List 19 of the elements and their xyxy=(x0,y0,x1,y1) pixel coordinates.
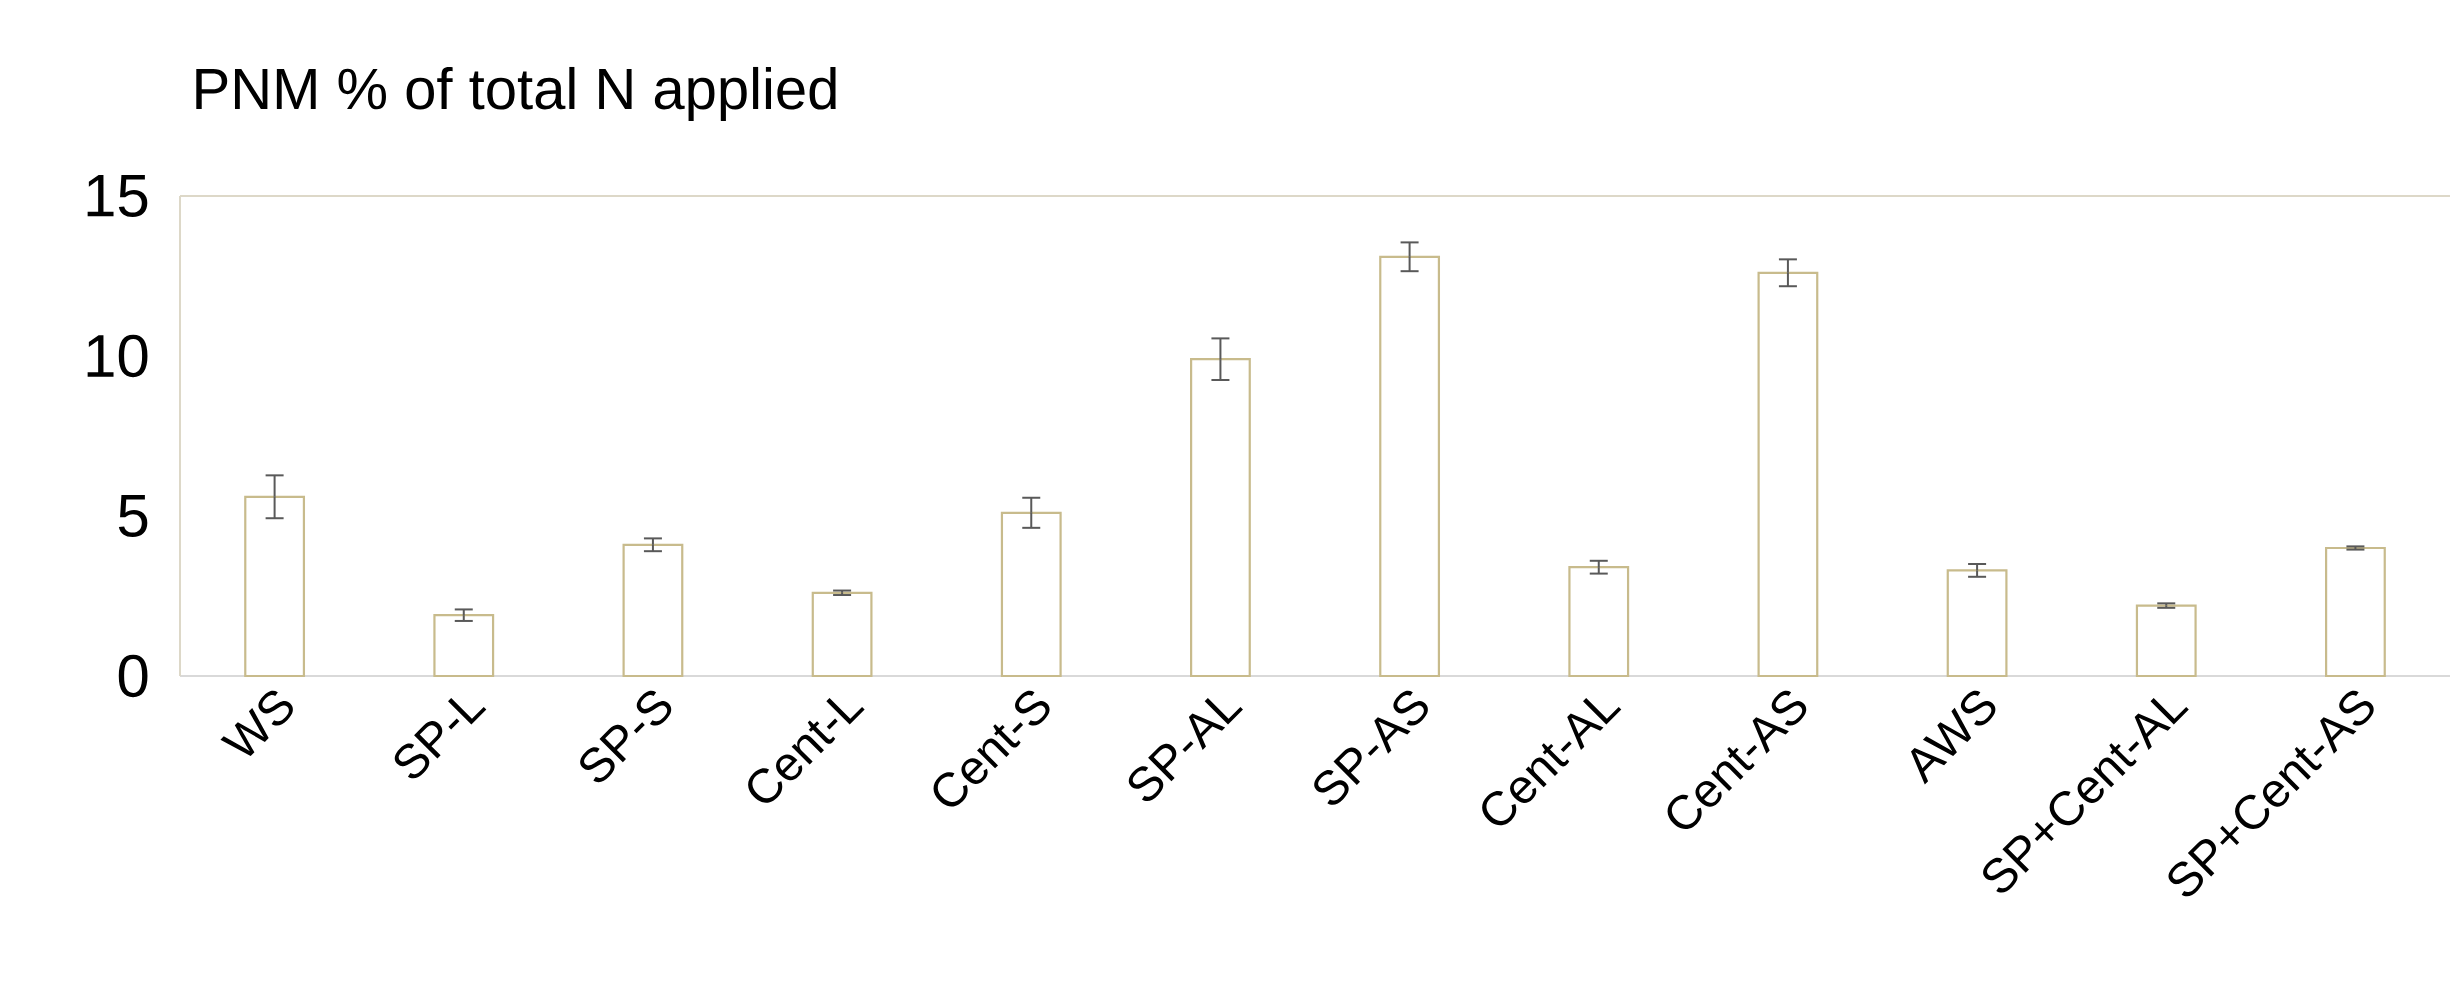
bar xyxy=(1757,271,1819,678)
x-tick-label: WS xyxy=(220,690,293,757)
y-tick-label: 15 xyxy=(87,175,148,217)
bar xyxy=(2325,546,2386,678)
y-tick-label: 0 xyxy=(118,654,148,698)
bar xyxy=(622,543,684,678)
bar xyxy=(1568,566,1630,678)
bar xyxy=(811,591,873,678)
bar xyxy=(1379,255,1441,678)
y-tick-label: 5 xyxy=(118,495,148,537)
chart-title: PNM % of total N applied xyxy=(196,66,836,122)
bar xyxy=(433,614,495,678)
bar xyxy=(1000,511,1062,678)
bar xyxy=(2135,604,2197,678)
bar xyxy=(244,495,306,678)
bar xyxy=(1946,569,2008,678)
x-tick-label: SP-L xyxy=(394,698,487,779)
bar xyxy=(1190,358,1251,678)
y-tick-label: 10 xyxy=(87,334,148,378)
